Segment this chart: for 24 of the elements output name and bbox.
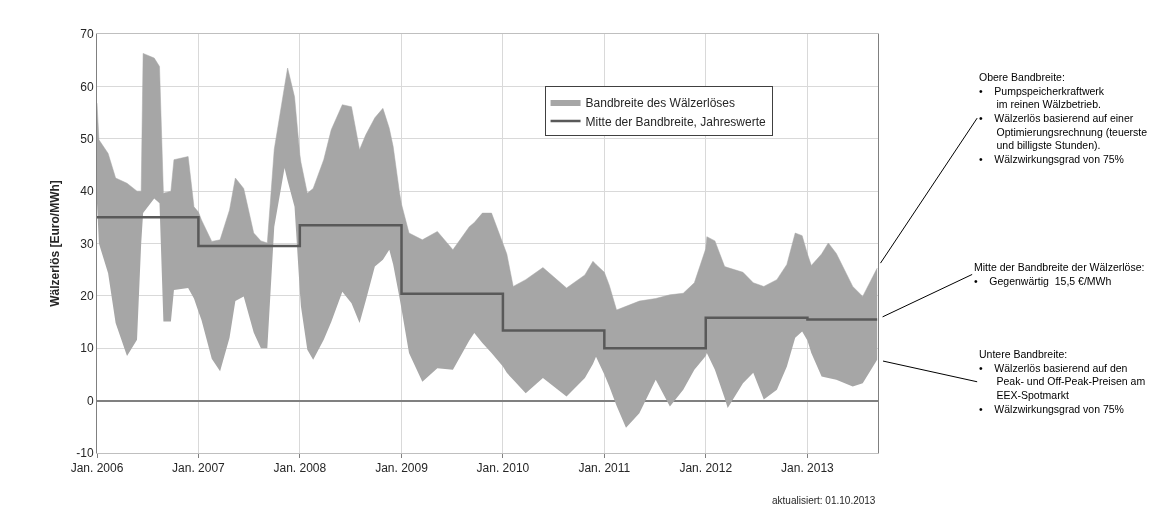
annotation: Mitte der Bandbreite der Wälzerlöse: • Gegenwärtig 15,5 €/MWh bbox=[974, 261, 1145, 287]
y-axis-title: Wälzerlös [Euro/MWh] bbox=[47, 180, 62, 307]
y-tick-label: 40 bbox=[80, 184, 94, 199]
x-tick-label: Jan. 2008 bbox=[273, 461, 327, 476]
y-tick-label: 0 bbox=[86, 393, 94, 408]
x-tick-label: Jan. 2013 bbox=[781, 461, 835, 476]
x-tick-label: Jan. 2007 bbox=[172, 461, 226, 476]
y-tick-label: 20 bbox=[80, 289, 94, 304]
legend-label: Mitte der Bandbreite, Jahreswerte bbox=[585, 114, 766, 129]
y-tick-label: 50 bbox=[80, 131, 94, 146]
y-tick-label: 30 bbox=[80, 236, 94, 251]
y-tick-label: 60 bbox=[80, 79, 94, 94]
x-tick-label: Jan. 2009 bbox=[375, 461, 429, 476]
legend-label: Bandbreite des Wälzerlöses bbox=[585, 95, 735, 110]
x-tick-label: Jan. 2010 bbox=[476, 461, 530, 476]
y-tick-label: 70 bbox=[80, 27, 94, 42]
y-tick-label: -10 bbox=[76, 446, 94, 461]
text: aktualisiert: 01.10.2013 bbox=[772, 495, 876, 506]
x-tick-label: Jan. 2011 bbox=[578, 461, 631, 476]
annotation: Untere Bandbreite: • Wälzerlös basierend auf den Peak- und Off-Peak-Preisen am EEX-Spotmarkt • Wälzwirkungsgrad von 75% bbox=[979, 348, 1146, 415]
x-tick-label: Jan. 2006 bbox=[70, 461, 124, 476]
x-tick-label: Jan. 2012 bbox=[679, 461, 733, 476]
y-tick-label: 10 bbox=[80, 341, 94, 356]
annotation: Obere Bandbreite: • Pumpspeicherkraftwerk im reinen Wälzbetrieb. • Wälzerlös basierend auf einer Optimierungsrechnung (teuerste und billigste Stunden). • Wälzwirkungsgrad von 75% bbox=[979, 71, 1148, 165]
